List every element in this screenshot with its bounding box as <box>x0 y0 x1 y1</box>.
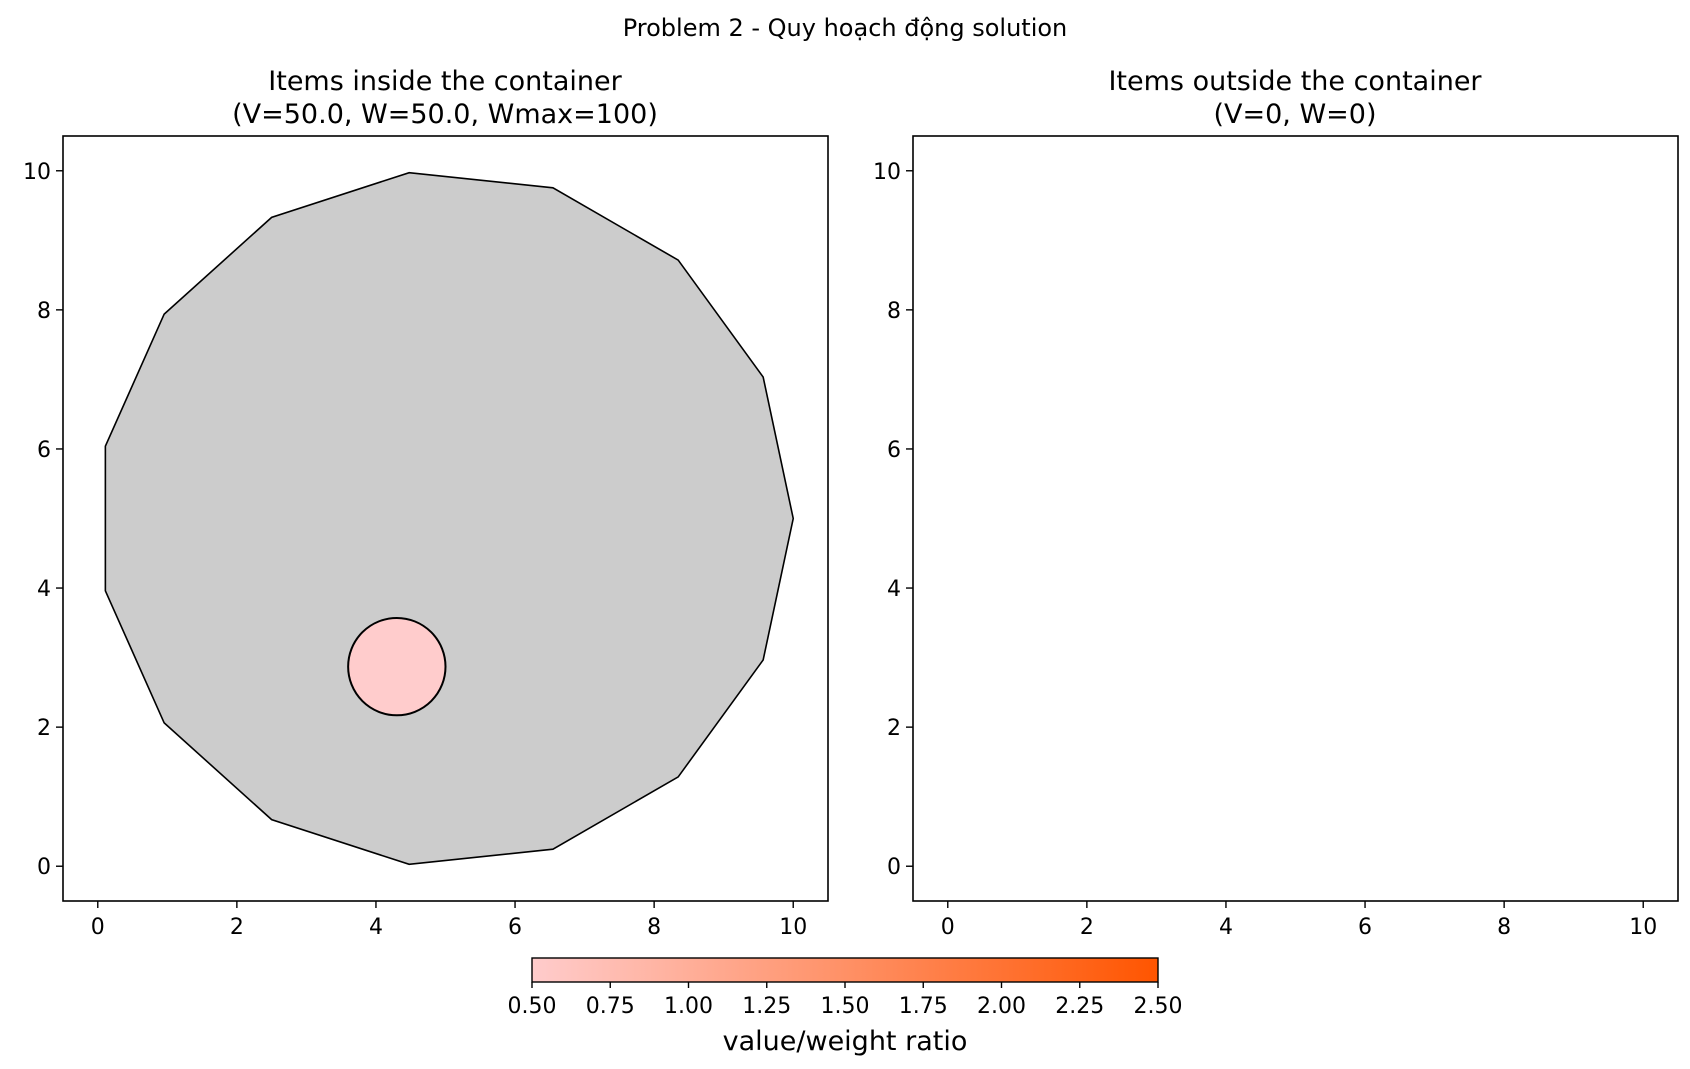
outside-x-tick-label: 4 <box>1219 915 1233 940</box>
colorbar-tick-label: 2.00 <box>977 994 1026 1019</box>
inside-x-tick-label: 8 <box>647 915 661 940</box>
inside-panel-title-line1: Items inside the container <box>268 66 622 97</box>
inside-y-tick-label: 6 <box>37 438 51 463</box>
colorbar-tick-label: 1.75 <box>899 994 948 1019</box>
inside-axes-frame <box>62 135 829 902</box>
inside-y-tick-label: 0 <box>37 855 51 880</box>
colorbar-gradient <box>531 957 1159 983</box>
outside-panel-title-line1: Items outside the container <box>1108 66 1482 97</box>
colorbar-label: value/weight ratio <box>723 1026 968 1057</box>
outside-x-tick-label: 6 <box>1358 915 1372 940</box>
outside-y-tick-label: 4 <box>887 577 901 602</box>
outside-container-panel: Items outside the container (V=0, W=0) 0… <box>873 66 1679 940</box>
outside-y-tick-label: 6 <box>887 438 901 463</box>
colorbar-ticks: 0.50 0.75 1.00 1.25 1.50 1.75 2.00 2.25 2.50 <box>508 982 1183 1019</box>
inside-y-axis: 0 2 4 6 8 10 <box>23 160 63 880</box>
inside-x-tick-label: 2 <box>230 915 244 940</box>
colorbar-tick-label: 0.75 <box>586 994 635 1019</box>
outside-x-axis: 0 2 4 6 8 10 <box>941 901 1657 940</box>
outside-panel-title-line2: (V=0, W=0) <box>1213 99 1376 130</box>
outside-y-tick-label: 8 <box>887 299 901 324</box>
outside-x-tick-label: 0 <box>941 915 955 940</box>
inside-container-panel: Items inside the container (V=50.0, W=50… <box>23 66 829 940</box>
item-circle-1 <box>347 616 447 717</box>
inside-x-tick-label: 6 <box>508 915 522 940</box>
figure-suptitle: Problem 2 - Quy hoạch động solution <box>623 14 1068 42</box>
inside-x-tick-label: 0 <box>91 915 105 940</box>
colorbar-tick-label: 2.50 <box>1134 994 1183 1019</box>
colorbar-tick-label: 0.50 <box>508 994 557 1019</box>
container-polygon <box>104 171 795 866</box>
outside-y-axis: 0 2 4 6 8 10 <box>873 160 913 880</box>
outside-axes-frame <box>912 135 1679 902</box>
colorbar-tick-label: 1.25 <box>742 994 791 1019</box>
outside-x-tick-label: 10 <box>1629 915 1657 940</box>
outside-y-tick-label: 2 <box>887 716 901 741</box>
outside-x-tick-label: 8 <box>1497 915 1511 940</box>
inside-y-tick-label: 10 <box>23 160 51 185</box>
inside-plot-area <box>104 171 795 866</box>
colorbar: 0.50 0.75 1.00 1.25 1.50 1.75 2.00 2.25 2.50 val… <box>508 957 1183 1057</box>
inside-y-tick-label: 4 <box>37 577 51 602</box>
inside-x-tick-label: 4 <box>369 915 383 940</box>
colorbar-tick-label: 1.00 <box>664 994 713 1019</box>
inside-panel-title-line2: (V=50.0, W=50.0, Wmax=100) <box>232 99 658 130</box>
inside-y-tick-label: 2 <box>37 716 51 741</box>
inside-x-tick-label: 10 <box>779 915 807 940</box>
outside-y-tick-label: 0 <box>887 855 901 880</box>
inside-x-axis: 0 2 4 6 8 10 <box>91 901 807 940</box>
outside-x-tick-label: 2 <box>1080 915 1094 940</box>
outside-y-tick-label: 10 <box>873 160 901 185</box>
colorbar-tick-label: 2.25 <box>1055 994 1104 1019</box>
inside-y-tick-label: 8 <box>37 299 51 324</box>
colorbar-tick-label: 1.50 <box>821 994 870 1019</box>
